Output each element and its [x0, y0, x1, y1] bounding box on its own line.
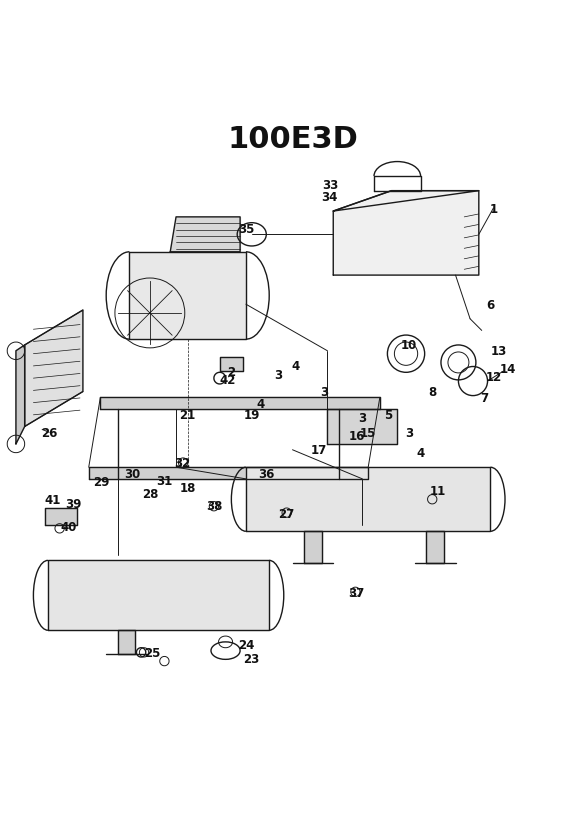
- Polygon shape: [129, 252, 246, 340]
- Text: 29: 29: [94, 476, 110, 489]
- Text: 24: 24: [238, 639, 254, 651]
- Text: 3: 3: [405, 426, 413, 439]
- Text: 41: 41: [44, 493, 61, 506]
- Text: 23: 23: [243, 652, 260, 665]
- Text: 4: 4: [256, 397, 264, 410]
- Text: 34: 34: [321, 191, 338, 204]
- Polygon shape: [220, 357, 243, 372]
- Text: 6: 6: [486, 298, 494, 311]
- Text: 35: 35: [238, 223, 254, 236]
- Text: 12: 12: [485, 371, 501, 384]
- Text: 32: 32: [174, 456, 190, 469]
- Polygon shape: [246, 468, 490, 532]
- Polygon shape: [25, 310, 83, 427]
- Text: 10: 10: [401, 339, 417, 352]
- Polygon shape: [426, 532, 444, 563]
- Text: 31: 31: [156, 474, 173, 487]
- Text: 7: 7: [480, 391, 488, 405]
- Polygon shape: [101, 398, 380, 410]
- Text: 33: 33: [322, 179, 339, 192]
- Text: 4: 4: [417, 446, 425, 459]
- Text: 27: 27: [278, 508, 295, 521]
- Text: 42: 42: [219, 374, 236, 387]
- Text: 39: 39: [65, 497, 81, 510]
- Text: 21: 21: [180, 409, 196, 422]
- Polygon shape: [45, 509, 77, 526]
- Text: 4: 4: [291, 360, 300, 373]
- Text: 14: 14: [500, 362, 516, 375]
- Text: 26: 26: [41, 426, 57, 439]
- Text: 3: 3: [358, 412, 366, 425]
- Text: 3: 3: [274, 368, 282, 381]
- Text: 1: 1: [489, 202, 497, 215]
- Text: 15: 15: [360, 426, 376, 439]
- Text: 19: 19: [243, 409, 260, 422]
- Text: 40: 40: [60, 520, 77, 533]
- Text: 36: 36: [258, 467, 274, 480]
- Text: 5: 5: [384, 409, 393, 422]
- Text: 17: 17: [311, 444, 327, 457]
- Text: 8: 8: [428, 386, 436, 399]
- Text: 11: 11: [430, 484, 446, 497]
- Text: 37: 37: [349, 586, 364, 600]
- Text: 30: 30: [124, 467, 140, 480]
- Polygon shape: [328, 410, 397, 445]
- Text: 13: 13: [491, 345, 507, 358]
- Polygon shape: [170, 218, 240, 252]
- Text: 28: 28: [142, 487, 158, 500]
- Text: 16: 16: [348, 429, 364, 442]
- Polygon shape: [333, 192, 479, 276]
- Polygon shape: [48, 561, 269, 631]
- Polygon shape: [304, 532, 322, 563]
- Text: 100E3D: 100E3D: [227, 124, 358, 154]
- Text: 2: 2: [228, 365, 235, 378]
- Text: 3: 3: [321, 386, 329, 399]
- Text: 25: 25: [144, 646, 161, 659]
- Text: 38: 38: [206, 499, 222, 512]
- Polygon shape: [118, 631, 135, 654]
- Polygon shape: [89, 468, 368, 479]
- Polygon shape: [16, 346, 25, 445]
- Text: 18: 18: [180, 482, 196, 495]
